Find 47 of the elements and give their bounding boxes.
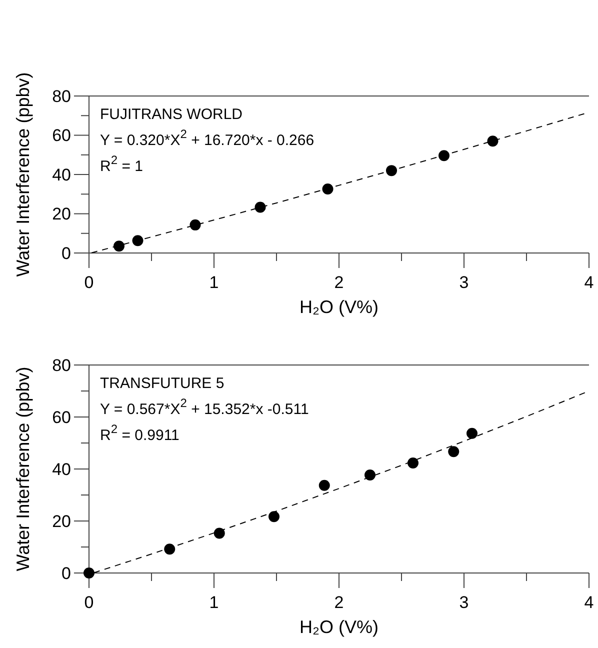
y-tick-label: 0 — [62, 564, 71, 583]
annotation: R$^{2}$ = 1 — [100, 153, 143, 175]
x-tick-label: 2 — [334, 273, 344, 292]
point — [408, 458, 418, 469]
x-tick-label: 3 — [459, 273, 469, 292]
point — [84, 568, 94, 578]
point — [438, 150, 450, 162]
x-tick-label: 3 — [459, 593, 469, 612]
annotation: Y = 0.320*X$^{2}$ + 16.720*x - 0.266 — [100, 127, 314, 149]
point — [487, 136, 498, 147]
y-axis-title: Water Interference (ppbv) — [13, 72, 33, 277]
x-tick-label: 4 — [584, 593, 594, 612]
x-axis-title: H₂O (V%) — [300, 297, 378, 317]
y-tick-label: 80 — [52, 356, 71, 375]
x-axis-title: H₂O (V%) — [300, 617, 378, 637]
point — [114, 240, 124, 252]
x-tick-label: 2 — [334, 593, 344, 612]
x-tick-label: 0 — [84, 273, 94, 292]
point — [268, 511, 280, 522]
y-tick-label: 20 — [52, 512, 71, 531]
point — [164, 544, 176, 555]
annotation: FUJITRANS WORLD — [100, 106, 243, 123]
x-tick-label: 4 — [584, 273, 594, 292]
point — [448, 446, 460, 458]
point — [190, 219, 201, 230]
y-tick-label: 20 — [52, 204, 71, 224]
y-tick-label: 60 — [52, 126, 71, 146]
x-tick-label: 1 — [209, 593, 219, 612]
point — [132, 235, 144, 246]
annotation: Y = 0.567*X$^{2}$ + 15.352*x -0.511 — [100, 396, 309, 418]
y-tick-label: 0 — [62, 244, 71, 263]
y-tick-label: 60 — [52, 408, 71, 427]
point — [254, 202, 266, 213]
annotation: R$^{2}$ = 0.9911 — [100, 422, 180, 444]
y-axis-title: Water Interference (ppbv) — [13, 366, 33, 572]
y-tick-label: 40 — [52, 165, 71, 184]
point — [214, 528, 225, 539]
y-tick-label: 80 — [52, 86, 71, 106]
point — [322, 184, 334, 195]
point — [386, 165, 397, 176]
point — [318, 480, 330, 491]
x-tick-label: 0 — [84, 593, 94, 612]
point — [466, 428, 478, 439]
y-tick-label: 40 — [52, 460, 71, 479]
x-tick-label: 1 — [209, 273, 219, 292]
point — [364, 469, 376, 480]
annotation: TRANSFUTURE 5 — [100, 375, 224, 392]
